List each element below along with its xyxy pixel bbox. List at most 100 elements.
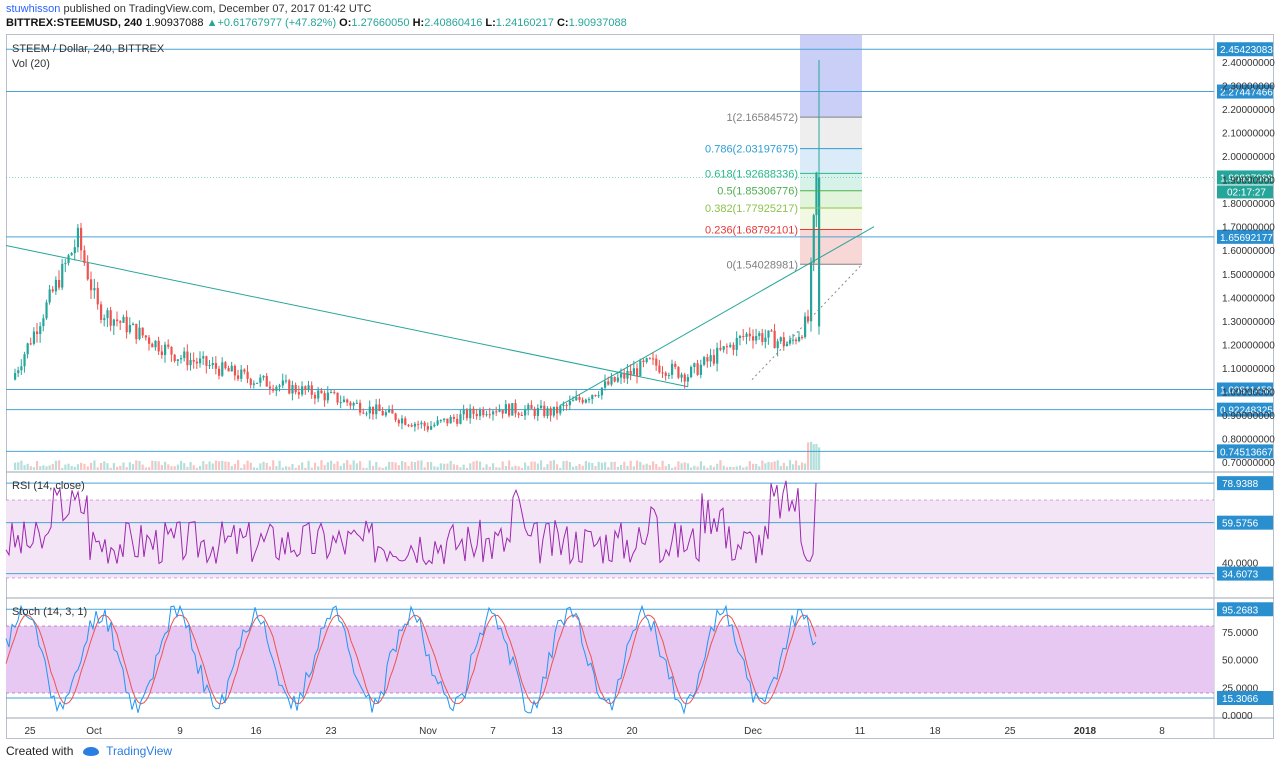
volume-bar — [671, 467, 674, 470]
candle-body — [815, 172, 818, 216]
candle-body — [779, 337, 782, 342]
rsi-level-label: 78.9388 — [1222, 479, 1259, 490]
volume-bar — [706, 467, 709, 470]
time-axis-tick: 16 — [250, 726, 262, 737]
trendline-up[interactable] — [559, 226, 875, 406]
candle-body — [288, 380, 291, 394]
price-axis-tick: 1.00000000 — [1222, 387, 1275, 398]
volume-bar — [533, 461, 536, 470]
candle-body — [80, 227, 83, 251]
candle-body — [639, 360, 642, 376]
candle-body — [173, 354, 176, 362]
candle-body — [26, 343, 29, 355]
candle-body — [752, 336, 755, 341]
candle-body — [459, 414, 462, 424]
candle-body — [594, 395, 597, 397]
fib-level-label: 0.5(1.85306776) — [717, 186, 798, 198]
volume-bar — [394, 462, 397, 470]
candle-body — [604, 381, 607, 388]
candle-body — [588, 399, 591, 401]
level-label: 1.65692177 — [1220, 233, 1273, 244]
chart-legend-title: STEEM / Dollar, 240, BITTREX — [12, 43, 165, 55]
volume-bar — [288, 466, 291, 470]
volume-bar — [722, 465, 725, 470]
candle-body — [221, 362, 224, 376]
volume-bar — [517, 466, 520, 470]
price-axis-tick: 1.30000000 — [1222, 317, 1275, 328]
time-axis-tick: 8 — [1159, 726, 1165, 737]
trendline-down[interactable] — [5, 245, 689, 388]
volume-bar — [815, 443, 818, 470]
candle-body — [202, 356, 205, 359]
candle-body — [151, 343, 154, 348]
volume-legend: Vol (20) — [12, 58, 50, 70]
time-axis-tick: Nov — [419, 726, 437, 737]
candle-body — [508, 404, 511, 416]
volume-bar — [792, 464, 795, 470]
candle-body — [543, 405, 546, 417]
volume-bar — [297, 465, 301, 470]
volume-bar — [365, 467, 368, 470]
volume-bar — [456, 465, 459, 470]
volume-bar — [265, 462, 268, 470]
volume-bar — [729, 466, 732, 470]
rsi-level-label: 59.5756 — [1222, 519, 1259, 530]
volume-bar — [600, 462, 603, 470]
candle-body — [645, 358, 648, 363]
volume-bar — [138, 460, 141, 470]
volume-bar — [371, 466, 375, 470]
candle-body — [189, 360, 192, 366]
candle-body — [243, 369, 246, 372]
volume-bar — [501, 461, 504, 470]
candle-body — [249, 378, 252, 385]
volume-bar — [613, 461, 616, 470]
volume-bar — [317, 466, 320, 470]
time-axis-tick: 7 — [490, 726, 496, 737]
candle-body — [90, 279, 93, 291]
volume-bar — [252, 467, 256, 470]
volume-bar — [716, 463, 719, 470]
candle-body — [45, 302, 48, 319]
candle-body — [616, 377, 619, 382]
author-link[interactable]: stuwhisson — [6, 3, 61, 15]
candle-body — [218, 368, 221, 376]
candle-body — [776, 341, 779, 349]
price-axis-tick: 2.40000000 — [1222, 58, 1275, 69]
volume-bar — [378, 467, 381, 470]
candle-body — [394, 413, 397, 421]
volume-bar — [498, 467, 501, 470]
level-label: 2.27447466 — [1220, 88, 1273, 99]
candle-body — [693, 363, 696, 368]
volume-bar — [180, 460, 183, 470]
candle-body — [268, 386, 272, 389]
volume-bar — [732, 467, 735, 470]
volume-bar — [86, 466, 89, 470]
volume-bar — [183, 463, 186, 470]
tradingview-brand-link[interactable]: TradingView — [106, 744, 173, 758]
candle-body — [642, 360, 645, 363]
volume-bar — [699, 461, 702, 470]
high-label: H: — [412, 17, 425, 29]
candle-body — [310, 385, 313, 395]
candle-body — [562, 404, 565, 406]
stoch-axis-tick: 25.0000 — [1222, 683, 1259, 694]
chart-frame[interactable] — [6, 34, 1274, 739]
volume-bar — [785, 466, 789, 470]
candle-body — [785, 343, 789, 347]
candle-body — [301, 386, 304, 395]
volume-bar — [795, 460, 798, 470]
volume-bar — [173, 466, 176, 470]
volume-bar — [36, 461, 39, 470]
candle-body — [792, 339, 795, 341]
candle-body — [20, 366, 23, 371]
volume-bar — [575, 466, 578, 470]
candle-body — [540, 405, 543, 409]
candle-body — [686, 377, 690, 382]
volume-bar — [482, 467, 485, 470]
time-axis-tick: Oct — [86, 726, 102, 737]
candle-body — [430, 426, 433, 430]
volume-bar — [485, 464, 488, 470]
rsi-label-box — [1217, 566, 1273, 581]
countdown-box — [1217, 185, 1273, 199]
